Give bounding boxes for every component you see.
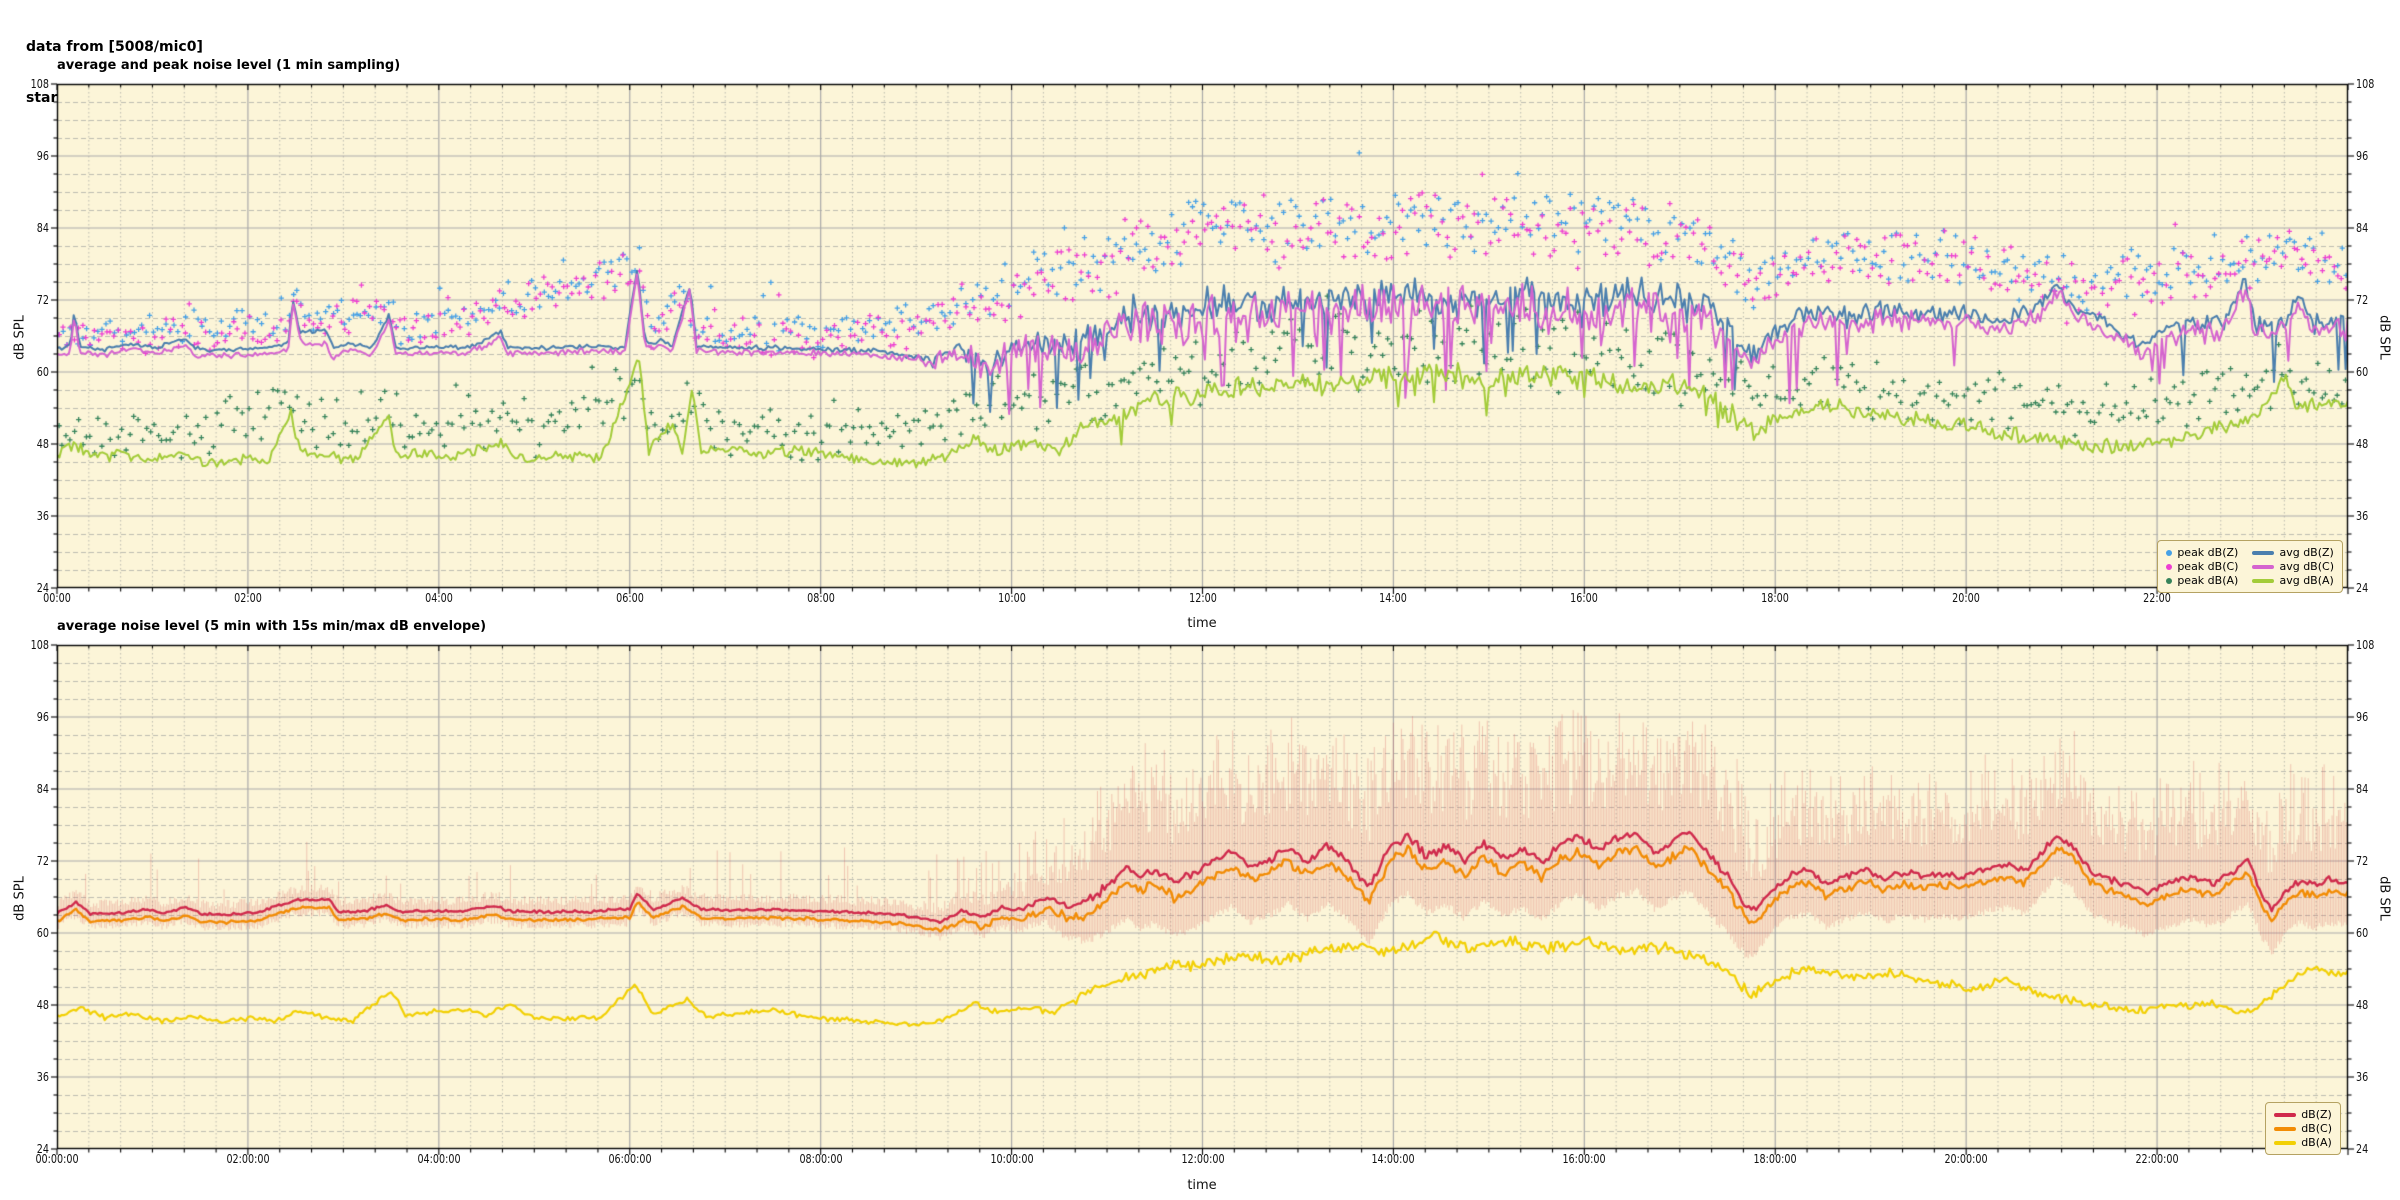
y-tick-label: 48	[2356, 437, 2369, 451]
y-tick-label: 84	[2356, 782, 2369, 796]
y-tick-label: 108	[30, 77, 49, 91]
y-tick-label: 84	[36, 782, 49, 796]
legend-dot-marker-icon	[2166, 563, 2173, 570]
x-tick-label: 04:00:00	[417, 1152, 461, 1166]
x-tick-label: 18:00	[1761, 591, 1790, 605]
y-tick-label: 72	[2356, 854, 2369, 868]
legend-label: dB(C)	[2301, 1122, 2332, 1135]
y-tick-label: 72	[2356, 293, 2369, 307]
y-tick-label: 60	[2356, 926, 2369, 940]
y-tick-label: 60	[36, 926, 49, 940]
y-tick-label: 36	[2356, 509, 2369, 523]
legend-line-marker-icon	[2252, 578, 2275, 583]
y-tick-label: 60	[36, 365, 49, 379]
legend-label: avg dB(C)	[2279, 560, 2334, 573]
top-chart-title: average and peak noise level (1 min samp…	[57, 58, 401, 73]
x-tick-label: 02:00	[234, 591, 262, 605]
legend-column: peak dB(Z) peak dB(C) peak dB(A)	[2166, 546, 2238, 587]
y-tick-label: 72	[36, 293, 49, 307]
y-tick-label: 108	[2356, 77, 2375, 91]
x-tick-label: 10:00	[997, 591, 1026, 605]
bottom-chart-canvas	[43, 631, 2362, 1163]
y-tick-label: 84	[36, 221, 49, 235]
y-tick-label: 96	[36, 710, 49, 724]
y-tick-label: 96	[2356, 710, 2369, 724]
x-tick-label: 12:00	[1188, 591, 1217, 605]
legend-label: dB(Z)	[2301, 1108, 2332, 1121]
y-tick-label: 36	[36, 509, 49, 523]
legend-entry: peak dB(A)	[2166, 574, 2238, 587]
legend-label: dB(A)	[2301, 1136, 2332, 1149]
legend-label: peak dB(Z)	[2177, 546, 2239, 559]
x-tick-label: 00:00	[43, 591, 71, 605]
legend-line-marker-icon	[2274, 1112, 2297, 1117]
x-tick-label: 20:00	[1952, 591, 1980, 605]
x-tick-label: 16:00:00	[1562, 1152, 1606, 1166]
legend-line-marker-icon	[2252, 550, 2275, 555]
x-tick-label: 10:00:00	[990, 1152, 1034, 1166]
x-tick-label: 14:00:00	[1371, 1152, 1415, 1166]
x-tick-label: 08:00:00	[799, 1152, 843, 1166]
legend-entry: dB(C)	[2274, 1122, 2332, 1135]
y-tick-label: 108	[2356, 638, 2375, 652]
legend-label: avg dB(Z)	[2279, 546, 2334, 559]
y-tick-label: 36	[2356, 1070, 2369, 1084]
y-tick-label: 96	[2356, 149, 2369, 163]
x-tick-label: 06:00:00	[608, 1152, 652, 1166]
legend-line-marker-icon	[2274, 1140, 2297, 1145]
bottom-chart-legend: dB(Z) dB(C) dB(A)	[2265, 1102, 2341, 1155]
data-source-line: data from [5008/mic0]	[26, 39, 203, 55]
y-tick-label: 24	[36, 581, 49, 595]
bottom-chart-title: average noise level (5 min with 15s min/…	[57, 619, 487, 634]
x-tick-label: 04:00	[424, 591, 453, 605]
legend-label: peak dB(A)	[2177, 574, 2239, 587]
y-tick-label: 60	[2356, 365, 2369, 379]
legend-column: dB(Z) dB(C) dB(A)	[2274, 1108, 2332, 1149]
legend-entry: dB(A)	[2274, 1136, 2332, 1149]
legend-entry: peak dB(Z)	[2166, 546, 2238, 559]
top-chart-canvas	[43, 70, 2362, 602]
y-tick-label: 48	[36, 998, 49, 1012]
y-tick-label: 24	[36, 1142, 49, 1156]
x-tick-label: 08:00	[806, 591, 835, 605]
x-tick-label: 22:00	[2143, 591, 2171, 605]
y-tick-label: 24	[2356, 581, 2369, 595]
x-tick-label: 16:00	[1570, 591, 1599, 605]
y-tick-label: 84	[2356, 221, 2369, 235]
x-tick-label: 22:00:00	[2135, 1152, 2179, 1166]
legend-entry: avg dB(Z)	[2252, 546, 2334, 559]
legend-entry: dB(Z)	[2274, 1108, 2332, 1121]
legend-label: peak dB(C)	[2177, 560, 2239, 573]
x-tick-label: 02:00:00	[226, 1152, 270, 1166]
legend-line-marker-icon	[2274, 1126, 2297, 1131]
bottom-chart-xlabel: time	[1187, 1178, 1217, 1193]
x-tick-label: 14:00	[1379, 591, 1408, 605]
legend-column: avg dB(Z) avg dB(C) avg dB(A)	[2252, 546, 2334, 587]
top-chart-legend: peak dB(Z) peak dB(C) peak dB(A) avg dB(Z) a…	[2157, 540, 2343, 593]
x-tick-label: 20:00:00	[1944, 1152, 1988, 1166]
legend-line-marker-icon	[2252, 564, 2275, 569]
legend-entry: peak dB(C)	[2166, 560, 2238, 573]
legend-dot-marker-icon	[2166, 549, 2173, 556]
legend-entry: avg dB(A)	[2252, 574, 2334, 587]
y-tick-label: 96	[36, 149, 49, 163]
y-tick-label: 72	[36, 854, 49, 868]
legend-label: avg dB(A)	[2279, 574, 2334, 587]
legend-dot-marker-icon	[2166, 577, 2173, 584]
x-tick-label: 00:00:00	[35, 1152, 79, 1166]
y-tick-label: 108	[30, 638, 49, 652]
x-tick-label: 06:00	[615, 591, 644, 605]
top-chart-xlabel: time	[1187, 616, 1217, 631]
y-tick-label: 48	[2356, 998, 2369, 1012]
legend-entry: avg dB(C)	[2252, 560, 2334, 573]
y-tick-label: 48	[36, 437, 49, 451]
y-tick-label: 24	[2356, 1142, 2369, 1156]
y-tick-label: 36	[36, 1070, 49, 1084]
x-tick-label: 18:00:00	[1753, 1152, 1797, 1166]
x-tick-label: 12:00:00	[1180, 1152, 1225, 1166]
